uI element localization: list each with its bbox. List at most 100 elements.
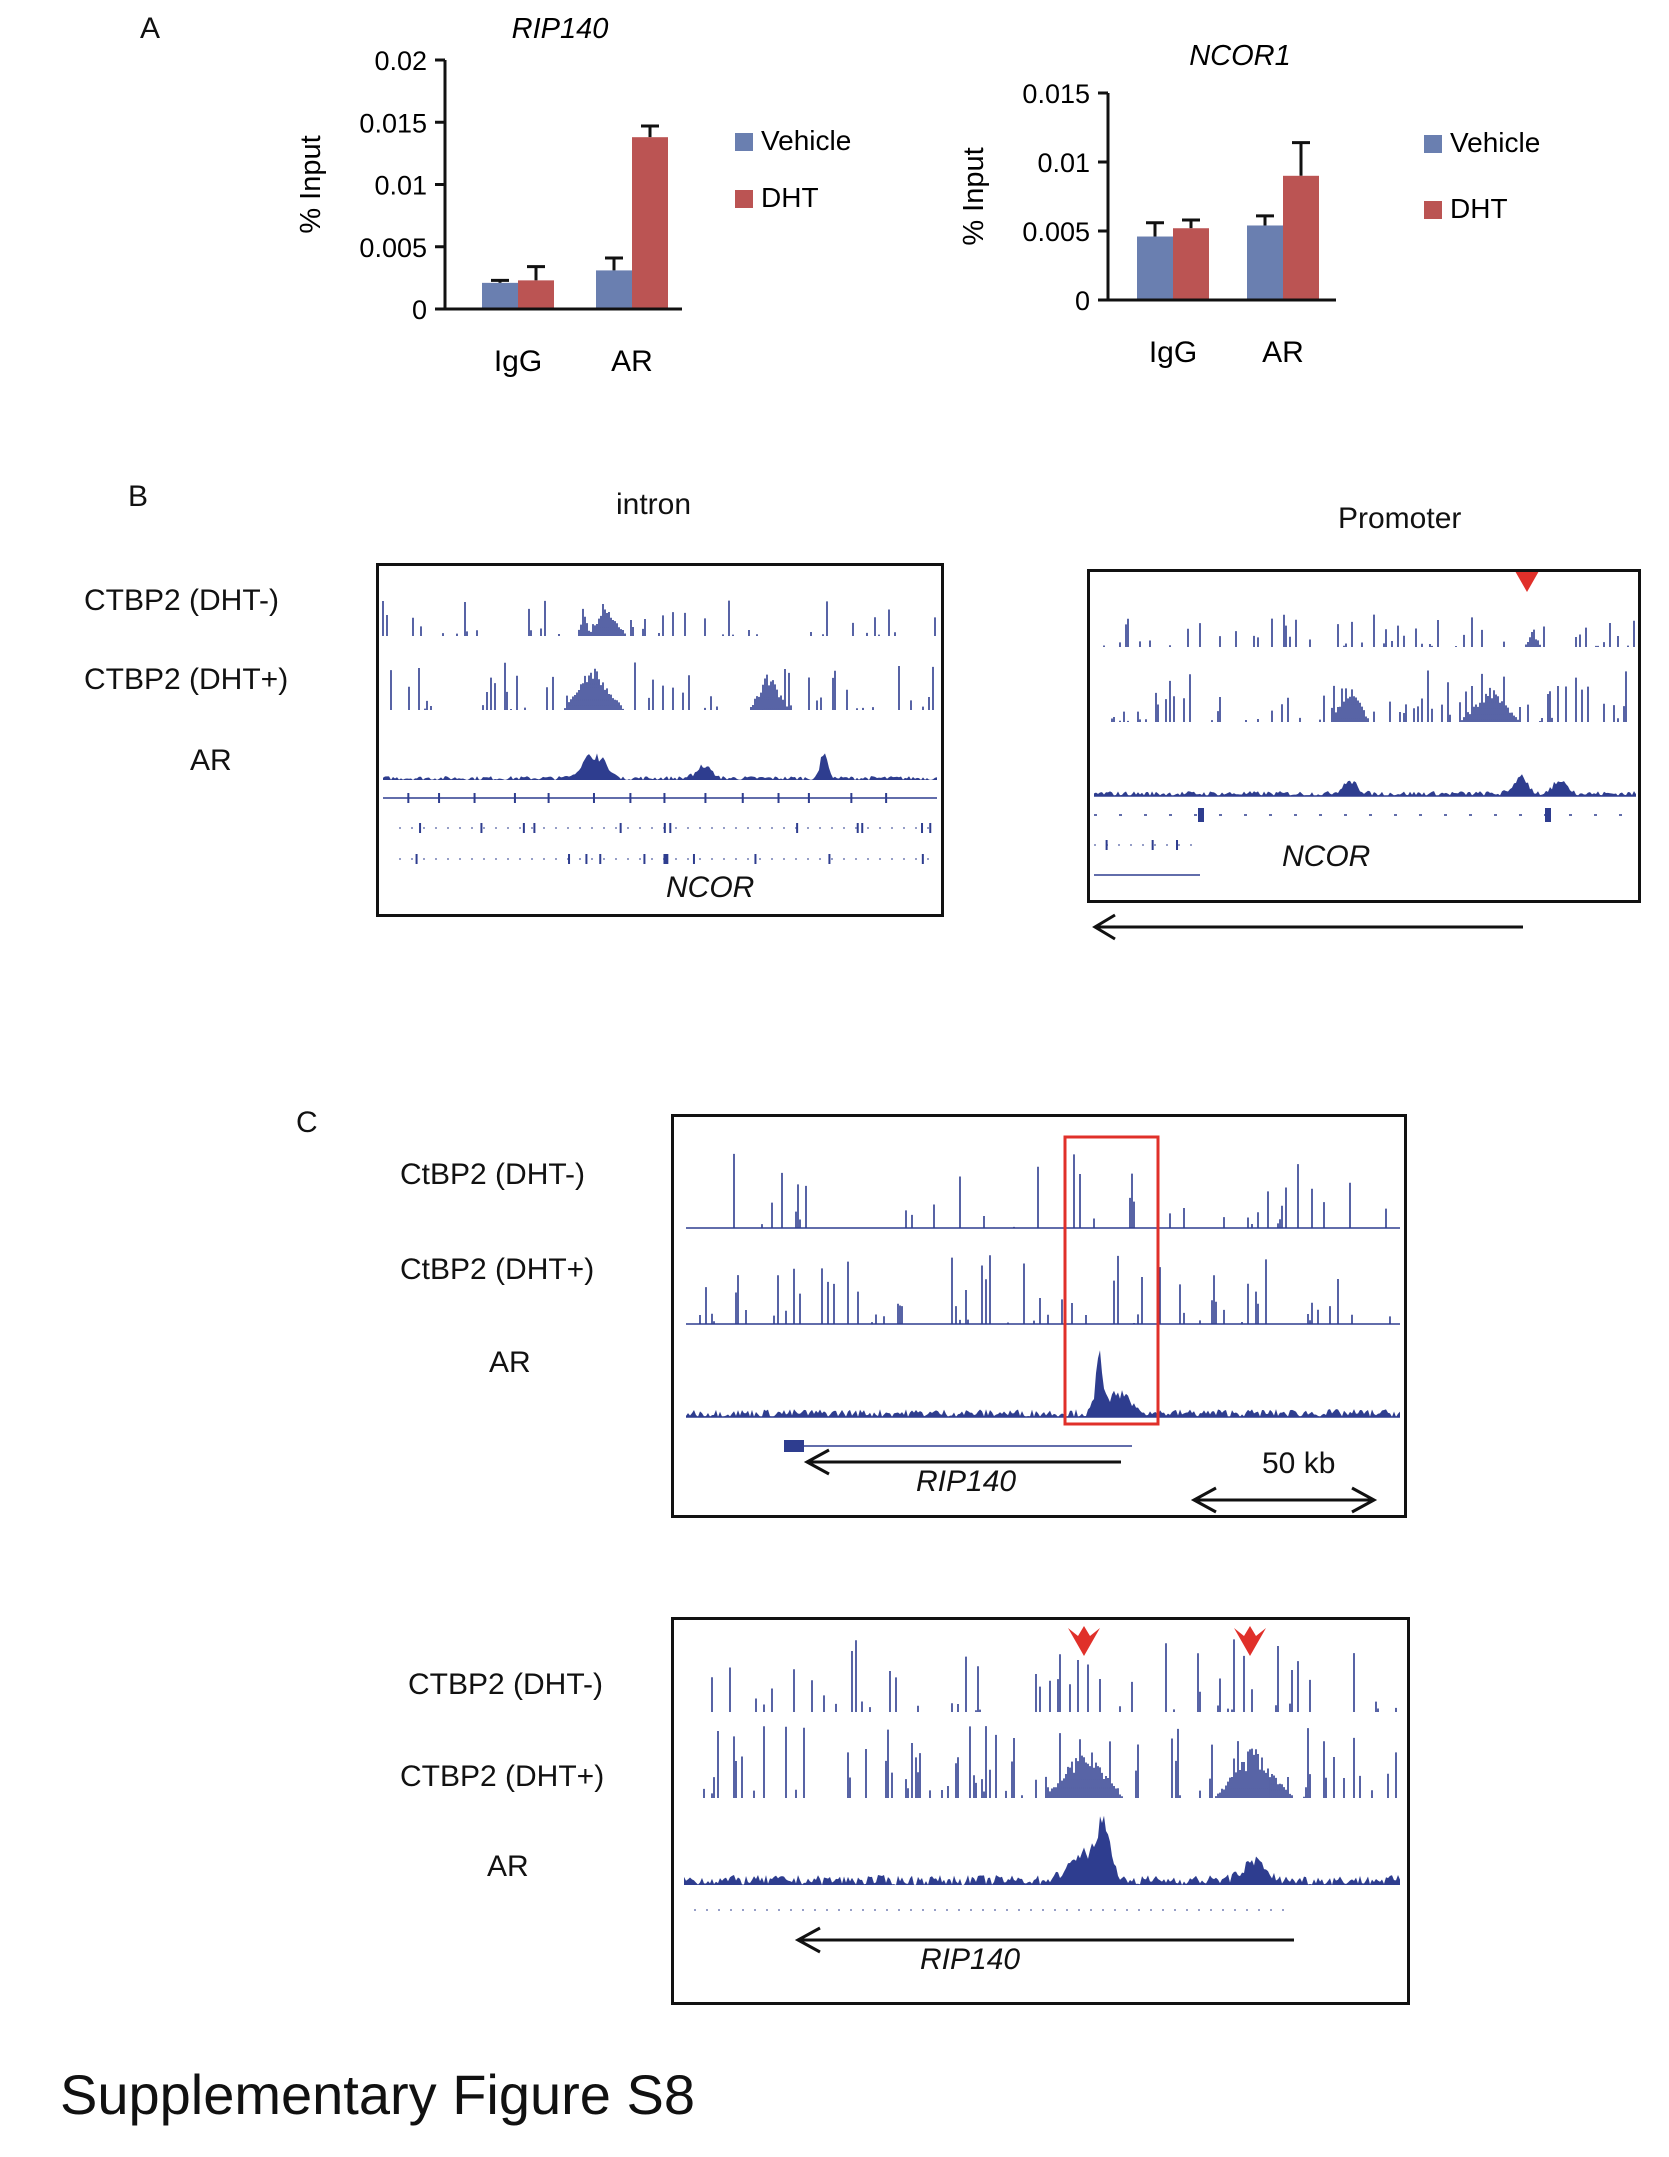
legend-swatch (735, 190, 753, 208)
exon (592, 793, 595, 803)
tracks-promoter (1094, 562, 1636, 876)
bar-vehicle-ar (596, 270, 632, 309)
exon (568, 854, 571, 864)
gene-label: RIP140 (916, 1465, 1017, 1498)
x-tick-label: AR (611, 345, 653, 378)
exon (663, 854, 666, 864)
bar-charts: RIP140 % Input 0 0.005 0.01 0.015 0.02 Vehicle D… (295, 13, 1540, 378)
gene-label: NCOR (666, 871, 755, 904)
chart-title: RIP140 (512, 13, 609, 45)
exon (885, 793, 888, 803)
y-tick-label: 0.01 (1037, 148, 1090, 178)
scale-label: 50 kb (1262, 1447, 1336, 1480)
genome-browser-box-rip140-zoom: RIP140 (671, 1617, 1410, 2005)
region-label-promoter: Promoter (1338, 502, 1462, 535)
tracks-intron (382, 536, 937, 864)
exon (796, 823, 799, 833)
exon (921, 854, 924, 864)
gene-label: NCOR (1282, 840, 1371, 873)
exon (585, 854, 588, 864)
track-label: CTBP2 (DHT-) (408, 1668, 603, 1701)
y-tick-label: 0.015 (1022, 79, 1090, 109)
exon (777, 793, 780, 803)
exon (513, 793, 516, 803)
highlight-region-box (1063, 1135, 1160, 1426)
legend-label: Vehicle (1450, 127, 1540, 158)
exon (741, 793, 744, 803)
arrow-head (794, 1926, 821, 1954)
y-tick-label: 0 (1075, 286, 1090, 316)
scale-bar-end (1351, 1486, 1378, 1514)
exon (619, 823, 622, 833)
y-tick-label: 0 (412, 295, 427, 325)
signal-track (1103, 614, 1635, 647)
y-axis-label: % Input (958, 147, 990, 245)
arrow-head (803, 1448, 830, 1476)
panel-label-c: C (296, 1106, 318, 1139)
legend-swatch (1424, 201, 1442, 219)
exon (473, 793, 476, 803)
exon (407, 793, 410, 803)
legend-swatch (735, 133, 753, 151)
genome-browser-box-promoter: NCOR (1087, 562, 1641, 903)
bar-dht-igg (1173, 228, 1209, 300)
exon (665, 854, 668, 864)
exon (669, 823, 672, 833)
exon (692, 854, 695, 864)
y-tick-label: 0.02 (374, 46, 427, 76)
gene-label: RIP140 (920, 1943, 1021, 1976)
exon (522, 823, 525, 833)
track-label: CTBP2 (DHT-) (84, 584, 279, 617)
exon (480, 823, 483, 833)
y-axis-label: % Input (295, 135, 327, 233)
signal-track (703, 1726, 1397, 1798)
exon (856, 823, 859, 833)
red-arrowhead-icon (1234, 1626, 1266, 1656)
red-arrowhead-icon (1511, 562, 1543, 592)
x-tick-label: IgG (1149, 336, 1197, 369)
exon (1545, 808, 1551, 822)
exon (533, 823, 536, 833)
signal-track (733, 1153, 1387, 1228)
coverage-track (684, 1815, 1400, 1885)
exon (663, 793, 666, 803)
y-tick-label: 0.005 (1022, 217, 1090, 247)
exon (861, 823, 864, 833)
track-label: CtBP2 (DHT+) (400, 1253, 595, 1286)
genome-browser-box-rip140: RIP140 50 kb (671, 1114, 1407, 1518)
exon (921, 823, 924, 833)
bar-dht-ar (1283, 175, 1319, 300)
y-tick-label: 0.005 (359, 233, 427, 263)
exon (1198, 808, 1204, 822)
exon (415, 854, 418, 864)
legend-label: Vehicle (761, 125, 851, 156)
legend-swatch (1424, 135, 1442, 153)
coverage-track (1094, 774, 1636, 796)
bar-vehicle-igg (482, 282, 518, 309)
exon (929, 823, 932, 833)
track-label: CTBP2 (DHT+) (400, 1760, 605, 1793)
track-label: AR (487, 1850, 529, 1883)
y-tick-label: 0.01 (374, 171, 427, 201)
exon (419, 823, 422, 833)
signal-track (699, 1255, 1391, 1324)
exon (599, 854, 602, 864)
chart-title: NCOR1 (1189, 40, 1291, 72)
region-label-intron: intron (616, 488, 692, 521)
bar-vehicle-igg (1137, 236, 1173, 300)
bar-dht-ar (632, 137, 668, 309)
panel-label-a: A (140, 12, 161, 45)
exon (754, 854, 757, 864)
genome-browser-box-intron: NCOR (376, 536, 944, 917)
tracks-rip140 (686, 1135, 1400, 1514)
exon (663, 823, 666, 833)
scale-bar-end (1190, 1486, 1217, 1514)
coverage-track (686, 1350, 1400, 1417)
legend-label: DHT (1450, 193, 1508, 224)
exon (1176, 840, 1179, 850)
panel-label-b: B (128, 480, 149, 513)
exon (850, 793, 853, 803)
exon (784, 1440, 804, 1452)
track-label: AR (489, 1346, 531, 1379)
